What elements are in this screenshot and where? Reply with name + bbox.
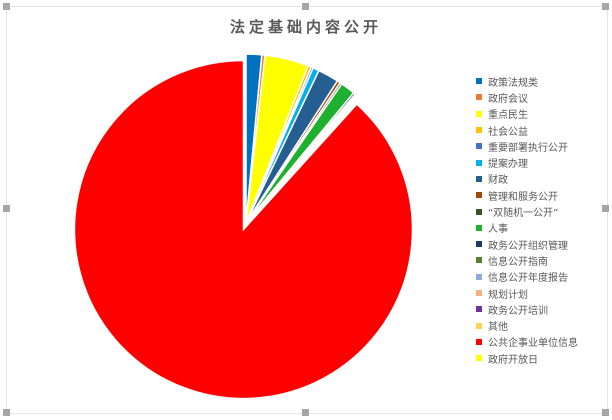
legend-swatch — [476, 78, 482, 85]
legend-item[interactable]: 信息公开年度报告 — [476, 269, 578, 285]
legend-item[interactable]: 人事 — [476, 220, 578, 236]
legend-item[interactable]: 政府会议 — [476, 89, 578, 105]
legend-swatch — [476, 241, 482, 248]
legend-item[interactable]: 政府开放日 — [476, 350, 578, 366]
legend-swatch — [476, 290, 482, 296]
legend-swatch — [476, 355, 482, 362]
legend-label: 管理和服务公开 — [488, 191, 558, 203]
legend-label: 政府会议 — [488, 93, 528, 105]
legend-item[interactable]: 政策法规类 — [476, 73, 578, 89]
legend-item[interactable]: “双随机一公开” — [476, 203, 578, 219]
legend-label: 人事 — [488, 224, 508, 236]
legend-swatch — [476, 273, 482, 280]
legend-item[interactable]: 提案办理 — [476, 154, 578, 170]
legend-label: 政府开放日 — [488, 354, 538, 366]
legend-label: 政策法规类 — [488, 77, 538, 89]
legend: 政策法规类政府会议重点民生社会公益重要部署执行公开 提案办理财政管理和服务公开 “双… — [476, 73, 578, 366]
legend-label: 政务公开培训 — [488, 305, 548, 317]
legend-label: 信息公开指南 — [488, 256, 548, 268]
legend-item[interactable]: 规划计划 — [476, 285, 578, 301]
legend-label: 其他 — [488, 322, 508, 334]
legend-item[interactable]: 财政 — [476, 171, 578, 187]
chart-title: 法定基础内容公开 — [229, 18, 382, 36]
legend-swatch — [476, 127, 482, 134]
legend-label: 社会公益 — [488, 126, 528, 138]
legend-label: 提案办理 — [488, 159, 528, 171]
resize-handle-top-right[interactable] — [602, 3, 609, 10]
pie-slice[interactable] — [73, 59, 414, 400]
legend-swatch — [476, 306, 482, 313]
legend-swatch — [476, 208, 482, 215]
resize-handle-bottom[interactable] — [302, 409, 309, 416]
resize-handle-bottom-left[interactable] — [3, 409, 10, 416]
legend-item[interactable]: 其他 — [476, 317, 578, 333]
legend-label: 重要部署执行公开 — [488, 142, 568, 154]
legend-item[interactable]: 重点民生 — [476, 106, 578, 122]
legend-item[interactable]: 重要部署执行公开 — [476, 138, 578, 154]
legend-label: “双随机一公开” — [488, 208, 559, 220]
legend-swatch — [476, 110, 482, 117]
legend-swatch — [476, 322, 482, 329]
legend-item[interactable]: 政务公开培训 — [476, 301, 578, 317]
legend-label: 财政 — [488, 175, 508, 187]
legend-item[interactable]: 信息公开指南 — [476, 252, 578, 268]
legend-label: 政务公开组织管理 — [488, 240, 568, 252]
resize-handle-right[interactable] — [602, 205, 609, 212]
legend-label: 公共企事业单位信息 — [488, 338, 578, 350]
legend-swatch — [476, 159, 482, 166]
resize-handle-left[interactable] — [3, 205, 10, 212]
legend-label: 信息公开年度报告 — [488, 273, 568, 285]
legend-label: 规划计划 — [488, 289, 528, 301]
legend-item[interactable]: 公共企事业单位信息 — [476, 334, 578, 350]
legend-swatch — [476, 143, 482, 150]
legend-item[interactable]: 社会公益 — [476, 122, 578, 138]
legend-swatch — [476, 94, 482, 101]
pie-slice[interactable] — [245, 95, 361, 224]
legend-item[interactable]: 政务公开组织管理 — [476, 236, 578, 252]
legend-swatch — [476, 338, 482, 345]
legend-swatch — [476, 257, 482, 264]
resize-handle-top-left[interactable] — [3, 3, 10, 10]
resize-handle-top[interactable] — [302, 3, 309, 10]
legend-item[interactable]: 管理和服务公开 — [476, 187, 578, 203]
legend-label: 重点民生 — [488, 110, 528, 122]
legend-swatch — [476, 175, 482, 182]
legend-swatch — [476, 224, 482, 231]
resize-handle-bottom-right[interactable] — [602, 409, 609, 416]
legend-swatch — [476, 192, 482, 199]
